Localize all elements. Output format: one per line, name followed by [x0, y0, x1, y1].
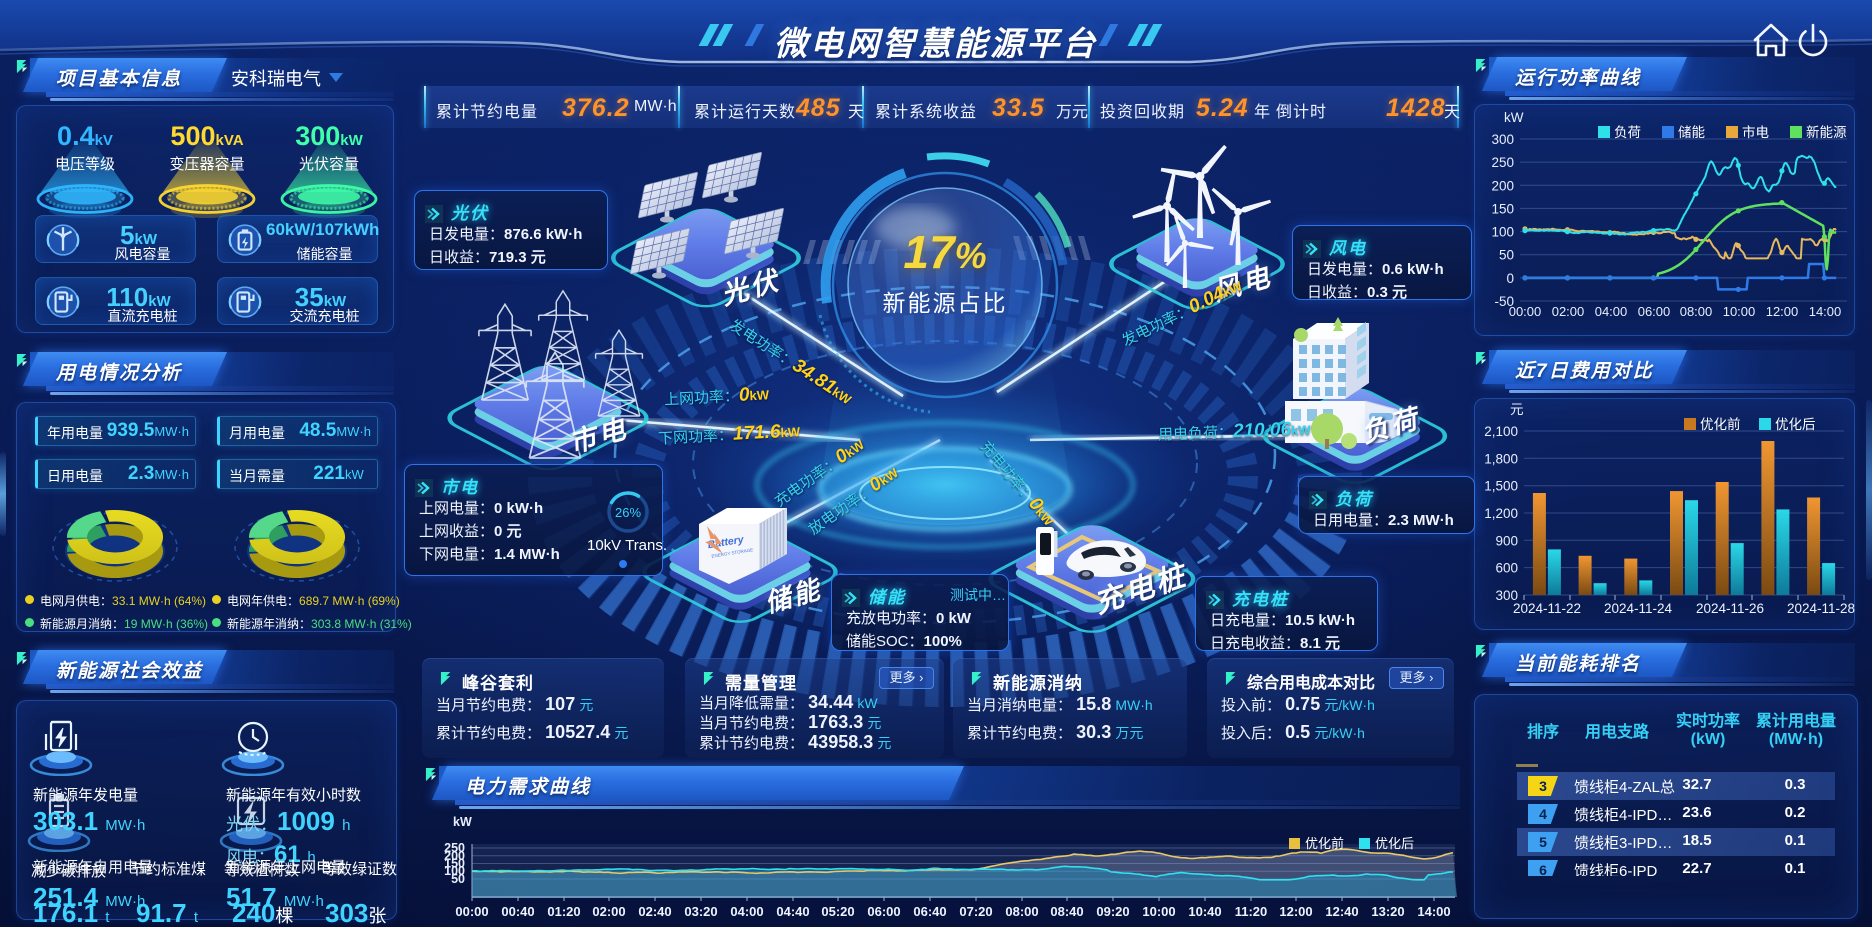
svg-text:150: 150 [444, 857, 465, 871]
svg-text:00:00: 00:00 [1509, 304, 1542, 319]
svg-text:300: 300 [1491, 132, 1514, 147]
svg-text:1,200: 1,200 [1484, 506, 1518, 521]
svg-text:12:00: 12:00 [1279, 904, 1312, 919]
svg-text:-50: -50 [1494, 294, 1514, 309]
svg-text:200: 200 [1491, 178, 1514, 193]
svg-text:03:20: 03:20 [684, 904, 717, 919]
svg-text:250: 250 [444, 841, 465, 855]
svg-text:50: 50 [1499, 248, 1514, 263]
svg-text:元: 元 [1510, 402, 1524, 417]
svg-text:10:40: 10:40 [1188, 904, 1221, 919]
svg-text:06:40: 06:40 [913, 904, 946, 919]
svg-text:04:40: 04:40 [776, 904, 809, 919]
svg-text:10:00: 10:00 [1142, 904, 1175, 919]
svg-text:ENERGY STORAGE: ENERGY STORAGE [711, 547, 753, 559]
svg-text:2024-11-24: 2024-11-24 [1604, 601, 1673, 616]
svg-text:02:00: 02:00 [592, 904, 625, 919]
svg-text:250: 250 [1491, 155, 1514, 170]
svg-text:12:40: 12:40 [1325, 904, 1358, 919]
svg-text:100: 100 [1491, 225, 1514, 240]
svg-text:150: 150 [1491, 201, 1514, 216]
svg-text:08:40: 08:40 [1050, 904, 1083, 919]
svg-text:06:00: 06:00 [867, 904, 900, 919]
svg-text:负荷: 负荷 [1614, 125, 1641, 140]
svg-text:00:40: 00:40 [501, 904, 534, 919]
svg-text:02:40: 02:40 [638, 904, 671, 919]
svg-text:100: 100 [444, 864, 465, 878]
svg-text:02:00: 02:00 [1552, 304, 1585, 319]
svg-text:900: 900 [1495, 533, 1518, 548]
svg-text:0: 0 [1506, 271, 1514, 286]
svg-text:14:00: 14:00 [1809, 304, 1842, 319]
svg-text:04:00: 04:00 [730, 904, 763, 919]
svg-text:09:20: 09:20 [1096, 904, 1129, 919]
svg-text:优化后: 优化后 [1375, 836, 1414, 851]
svg-text:2,100: 2,100 [1484, 424, 1518, 439]
svg-text:1,500: 1,500 [1484, 479, 1518, 494]
svg-text:26%: 26% [615, 505, 641, 520]
svg-text:2024-11-26: 2024-11-26 [1696, 601, 1764, 616]
svg-text:05:20: 05:20 [821, 904, 854, 919]
svg-text:优化前: 优化前 [1305, 836, 1344, 851]
svg-text:2024-11-22: 2024-11-22 [1513, 601, 1581, 616]
svg-text:14:00: 14:00 [1417, 904, 1450, 919]
svg-text:06:00: 06:00 [1638, 304, 1671, 319]
svg-text:优化后: 优化后 [1775, 417, 1816, 432]
svg-text:300: 300 [1495, 588, 1518, 603]
svg-text:12:00: 12:00 [1766, 304, 1799, 319]
svg-text:11:20: 11:20 [1235, 904, 1268, 919]
svg-text:kW: kW [1504, 110, 1524, 125]
svg-text:市电: 市电 [1742, 124, 1769, 140]
svg-text:优化前: 优化前 [1700, 416, 1741, 432]
svg-text:kW: kW [453, 815, 472, 829]
svg-text:200: 200 [444, 849, 465, 863]
svg-text:50: 50 [451, 872, 465, 886]
svg-text:07:20: 07:20 [959, 904, 992, 919]
svg-text:08:00: 08:00 [1680, 304, 1713, 319]
svg-text:2024-11-28: 2024-11-28 [1787, 601, 1855, 616]
svg-text:600: 600 [1495, 561, 1518, 576]
svg-text:08:00: 08:00 [1005, 904, 1038, 919]
svg-text:储能: 储能 [1678, 125, 1705, 140]
svg-text:04:00: 04:00 [1595, 304, 1628, 319]
svg-text:10:00: 10:00 [1723, 304, 1756, 319]
svg-text:新能源: 新能源 [1806, 125, 1847, 140]
svg-text:01:20: 01:20 [547, 904, 580, 919]
svg-text:00:00: 00:00 [455, 904, 488, 919]
svg-text:1,800: 1,800 [1484, 451, 1518, 466]
svg-text:13:20: 13:20 [1371, 904, 1404, 919]
